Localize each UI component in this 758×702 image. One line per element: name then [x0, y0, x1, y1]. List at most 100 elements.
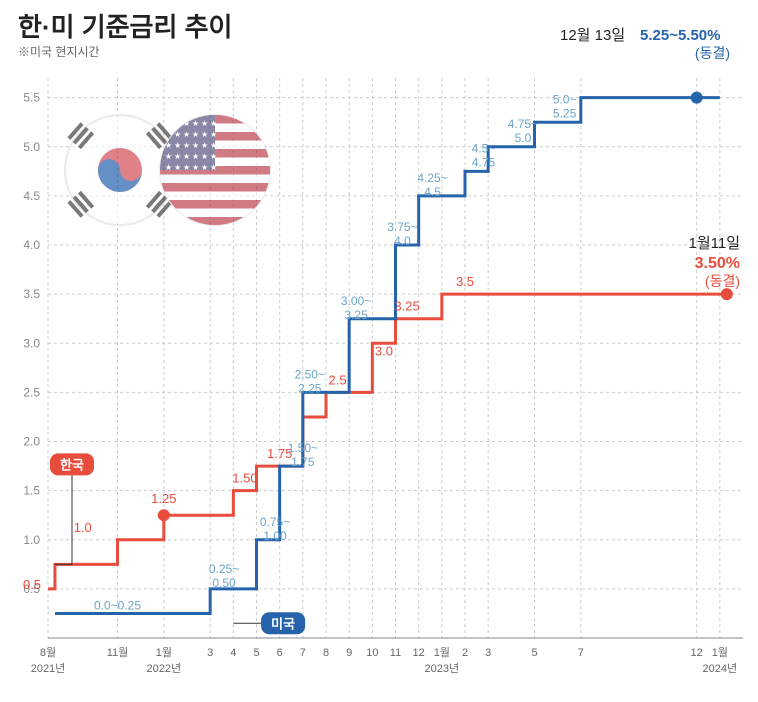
y-tick-label: 1.0: [23, 533, 40, 547]
korea-value-label: 1.0: [74, 520, 92, 535]
us-value-label: 0.75~: [260, 515, 290, 529]
svg-text:★: ★: [201, 152, 208, 161]
korea-end-marker: [721, 288, 733, 300]
korea-value-label: 0.5: [23, 577, 41, 592]
svg-text:★: ★: [183, 152, 190, 161]
us-value-label: 4.75~: [508, 117, 538, 131]
x-tick-sublabel: 2023년: [425, 662, 460, 675]
svg-text:★: ★: [192, 119, 199, 128]
y-tick-label: 3.5: [23, 287, 40, 301]
korea-value-label: 3.5: [456, 274, 474, 289]
x-tick-label: 6: [277, 647, 283, 659]
us-end-marker: [691, 92, 703, 104]
x-tick-label: 9: [346, 647, 352, 659]
svg-text:★: ★: [201, 119, 208, 128]
svg-text:★: ★: [192, 130, 199, 139]
us-value-label: 5.25: [553, 106, 577, 120]
x-tick-label: 7: [578, 647, 584, 659]
x-tick-label: 11: [390, 647, 401, 659]
svg-text:★: ★: [210, 141, 217, 150]
korea-value-label: 2.5: [329, 372, 347, 387]
x-tick-sublabel: 2021년: [31, 662, 66, 675]
x-tick-sublabel: 2022년: [147, 662, 182, 675]
us-callout-status: (동결): [695, 45, 730, 61]
svg-text:★: ★: [183, 163, 190, 172]
svg-text:★: ★: [192, 163, 199, 172]
us-value-label: 4.75: [472, 156, 496, 170]
us-value-label: 2.25: [298, 382, 322, 396]
x-tick-label: 8월: [40, 646, 56, 659]
us-value-label: 1.50~: [288, 441, 318, 455]
x-tick-label: 11월: [107, 646, 129, 659]
y-tick-label: 3.0: [23, 336, 40, 350]
svg-text:★: ★: [174, 141, 181, 150]
flags-icon: ★★★★★★★★★★★★★★★★★★★★★★★★★★★★★★: [65, 115, 270, 226]
svg-text:★: ★: [210, 119, 217, 128]
us-value-label: 5.0: [515, 131, 532, 145]
kr-callout-status: (동결): [705, 273, 740, 289]
x-tick-label: 12: [413, 647, 425, 659]
us-value-label: 1.00: [263, 529, 287, 543]
x-tick-label: 12: [691, 647, 703, 659]
rate-chart: 한·미 기준금리 추이 ※미국 현지시간 0.5 1.0 1.5 2.0 2.5 3.0 3.5…: [0, 0, 758, 697]
svg-text:★: ★: [192, 152, 199, 161]
svg-text:★: ★: [201, 163, 208, 172]
y-tick-label: 4.5: [23, 189, 40, 203]
x-tick-label: 2: [462, 647, 468, 659]
svg-text:★: ★: [165, 152, 172, 161]
x-tick-label: 5: [531, 647, 537, 659]
svg-text:★: ★: [210, 163, 217, 172]
us-value-label: 4.25~: [417, 171, 447, 185]
y-tick-label: 2.0: [23, 435, 40, 449]
x-tick-label: 3: [485, 647, 491, 659]
us-value-label: 0.25~: [209, 562, 239, 576]
korea-value-label: 1.25: [151, 491, 176, 506]
x-tick-label: 8: [323, 647, 329, 659]
korea-value-label: 1.50: [232, 471, 257, 486]
us-value-label: 0.50: [212, 576, 236, 590]
us-value-label: 0.0~0.25: [94, 598, 141, 612]
svg-text:★: ★: [201, 141, 208, 150]
us-value-label: 3.25: [344, 308, 368, 322]
us-value-label: 2.50~: [295, 368, 325, 382]
svg-text:★: ★: [174, 152, 181, 161]
korea-marker: [158, 509, 170, 521]
x-tick-label: 3: [207, 647, 213, 659]
us-value-label: 4.5: [424, 185, 441, 199]
chart-subtitle: ※미국 현지시간: [18, 45, 100, 59]
chart-title: 한·미 기준금리 추이: [18, 12, 232, 42]
us-value-label: 5.0~: [553, 92, 577, 106]
y-tick-label: 4.0: [23, 238, 40, 252]
x-tick-label: 10: [366, 647, 378, 659]
y-tick-label: 5.5: [23, 91, 40, 105]
us-value-label: 3.00~: [341, 294, 371, 308]
x-tick-sublabel: 2024년: [703, 662, 738, 675]
svg-text:★: ★: [192, 141, 199, 150]
us-callout-value: 5.25~5.50%: [640, 27, 721, 44]
korea-value-label: 3.0: [375, 343, 393, 358]
us-callout-date: 12월 13일: [560, 27, 625, 44]
svg-text:★: ★: [165, 119, 172, 128]
x-tick-label: 1월: [434, 646, 450, 659]
svg-text:★: ★: [201, 130, 208, 139]
svg-text:★: ★: [183, 141, 190, 150]
y-tick-label: 1.5: [23, 484, 40, 498]
svg-text:★: ★: [183, 130, 190, 139]
svg-text:★: ★: [174, 163, 181, 172]
svg-text:★: ★: [210, 152, 217, 161]
legend-us-badge-label: 미국: [271, 616, 295, 631]
svg-text:★: ★: [210, 130, 217, 139]
us-value-label: 1.75: [291, 455, 315, 469]
us-value-label: 4.5~: [472, 142, 496, 156]
us-value-label: 4.0: [394, 234, 411, 248]
x-tick-label: 4: [230, 647, 236, 659]
y-tick-label: 2.5: [23, 385, 40, 399]
x-tick-label: 7: [300, 647, 306, 659]
y-tick-label: 5.0: [23, 140, 40, 154]
legend-korea-badge-label: 한국: [60, 457, 84, 472]
x-tick-label: 1월: [156, 646, 172, 659]
kr-callout-date: 1월11일: [688, 235, 740, 252]
kr-callout-value: 3.50%: [695, 255, 740, 272]
svg-text:★: ★: [165, 163, 172, 172]
x-tick-label: 1월: [712, 646, 728, 659]
